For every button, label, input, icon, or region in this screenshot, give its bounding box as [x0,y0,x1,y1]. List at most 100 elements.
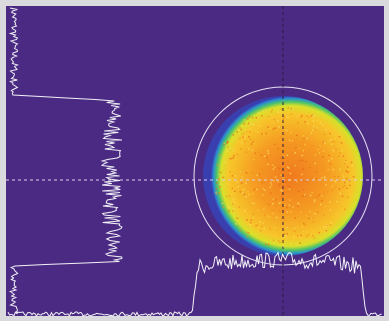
speckle [231,157,233,160]
speckle [217,179,220,181]
speckle [316,119,318,122]
speckle [310,115,313,117]
speckle [311,115,314,118]
speckle [250,143,253,145]
speckle [257,151,260,153]
speckle [288,188,291,190]
speckle [338,152,341,154]
speckle [245,130,248,133]
speckle [302,230,305,233]
speckle [335,213,337,216]
speckle [279,189,282,191]
speckle [222,176,224,179]
speckle [322,141,324,144]
speckle [254,152,257,154]
speckle [347,185,349,188]
speckle [294,152,296,154]
speckle [266,215,269,217]
speckle [226,141,229,143]
speckle [346,166,349,168]
speckle [316,195,318,198]
speckle [292,206,294,208]
speckle [334,180,336,182]
speckle [233,211,235,214]
speckle [252,213,255,215]
speckle [337,176,339,178]
speckle [282,155,285,157]
speckle [329,163,332,165]
speckle [281,196,283,198]
speckle [301,173,303,176]
speckle [301,154,304,157]
speckle [284,204,286,206]
speckle [270,184,273,186]
speckle [260,229,262,232]
speckle [260,176,262,178]
speckle [318,152,321,154]
speckle [253,188,255,191]
speckle [314,153,317,156]
speckle [237,217,239,220]
speckle [232,192,235,195]
speckle [261,168,264,171]
speckle [323,214,325,216]
speckle [220,171,222,174]
speckle [319,203,322,206]
speckle [244,209,246,212]
speckle [263,198,265,201]
speckle [249,128,252,130]
speckle [241,181,244,184]
speckle [332,149,334,152]
speckle [307,234,310,236]
speckle [346,196,349,198]
speckle [342,155,345,157]
speckle [279,111,282,113]
speckle [241,142,243,144]
speckle [275,199,277,201]
speckle [339,169,341,171]
speckle [270,111,273,113]
speckle [253,158,255,161]
speckle [226,183,229,185]
speckle [262,188,264,190]
speckle [232,198,235,201]
speckle [289,185,291,188]
speckle [288,204,291,206]
speckle [240,128,243,131]
speckle [339,167,341,170]
speckle [231,203,233,206]
speckle [289,172,292,175]
speckle [297,202,299,204]
speckle [303,137,305,140]
speckle [269,127,272,130]
speckle [331,185,333,187]
speckle [247,191,249,193]
speckle [331,157,333,160]
speckle [314,199,316,201]
speckle [231,175,234,177]
speckle [265,243,267,246]
speckle [338,134,341,136]
speckle [272,198,275,200]
speckle [229,171,231,173]
speckle [248,115,251,118]
speckle [248,232,250,234]
speckle [347,171,349,173]
speckle [248,131,251,133]
speckle [246,181,249,183]
speckle [223,142,225,144]
speckle [333,138,336,140]
speckle [301,141,304,143]
speckle [289,199,291,201]
speckle [232,156,235,159]
speckle [334,134,336,136]
speckle [341,195,344,198]
speckle [294,164,296,167]
speckle [261,181,264,184]
speckle [281,190,283,192]
speckle [291,140,294,142]
speckle [267,157,269,160]
speckle [275,216,278,218]
speckle [304,194,306,196]
speckle [312,235,314,237]
